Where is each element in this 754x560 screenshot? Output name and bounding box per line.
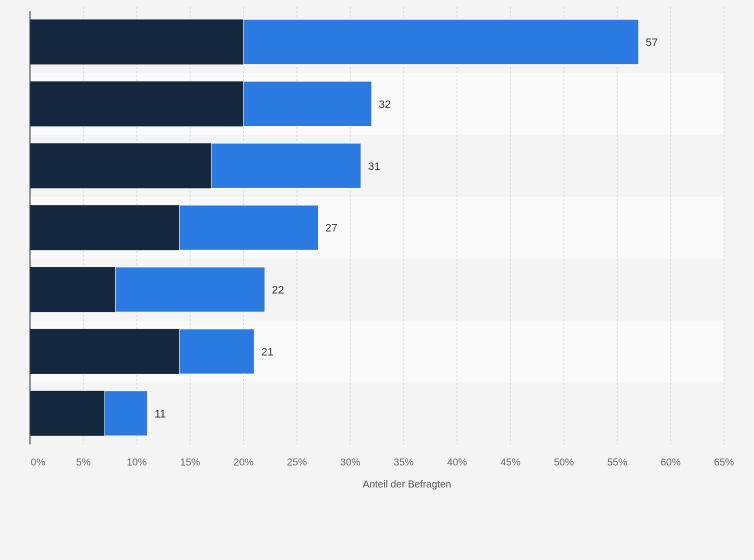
bar-segment	[30, 143, 212, 189]
bar-value-label: 22	[272, 285, 284, 297]
bars	[30, 19, 639, 437]
bar-value-label: 27	[325, 223, 337, 235]
x-tick-label: 5%	[76, 457, 91, 468]
bar-segment	[179, 204, 319, 251]
bar-value-label: 31	[368, 161, 380, 173]
bar-segment	[30, 267, 116, 313]
value-labels: 57 32 31 27 22 21 11	[154, 37, 657, 420]
bar-segment	[30, 390, 105, 436]
x-tick-label: 15%	[180, 457, 200, 468]
bar-segment	[30, 328, 180, 374]
bar-segment	[104, 390, 148, 437]
x-tick-label: 55%	[607, 457, 627, 468]
bar-segment	[179, 328, 255, 375]
x-tick-label: 65%	[714, 457, 734, 468]
bar-value-label: 21	[261, 346, 273, 358]
bar-value-label: 57	[646, 37, 658, 49]
bar-segment	[30, 81, 244, 127]
x-tick-label: 0%	[31, 457, 46, 468]
bar-segment	[30, 19, 244, 65]
x-tick-label: 60%	[661, 457, 681, 468]
x-tick-label: 40%	[447, 457, 467, 468]
bar-value-label: 11	[154, 408, 165, 420]
x-tick-label: 35%	[394, 457, 414, 468]
bar-segment	[30, 205, 180, 251]
bar-segment	[211, 142, 362, 189]
bar-segment	[243, 19, 639, 65]
x-axis-title: Anteil der Befragten	[363, 479, 451, 490]
x-tick-label: 10%	[127, 457, 147, 468]
x-tick-label: 20%	[234, 457, 254, 468]
x-tick-label: 50%	[554, 457, 574, 468]
x-tick-label: 45%	[500, 457, 520, 468]
bar-segment	[115, 266, 266, 313]
x-tick-label: 25%	[287, 457, 307, 468]
x-tick-label: 30%	[340, 457, 360, 468]
bar-value-label: 32	[379, 99, 391, 111]
x-tick-labels: 0% 5% 10% 15% 20% 25% 30% 35% 40% 45% 50% 55% 60% 65%	[31, 457, 734, 468]
bar-segment	[243, 81, 372, 127]
